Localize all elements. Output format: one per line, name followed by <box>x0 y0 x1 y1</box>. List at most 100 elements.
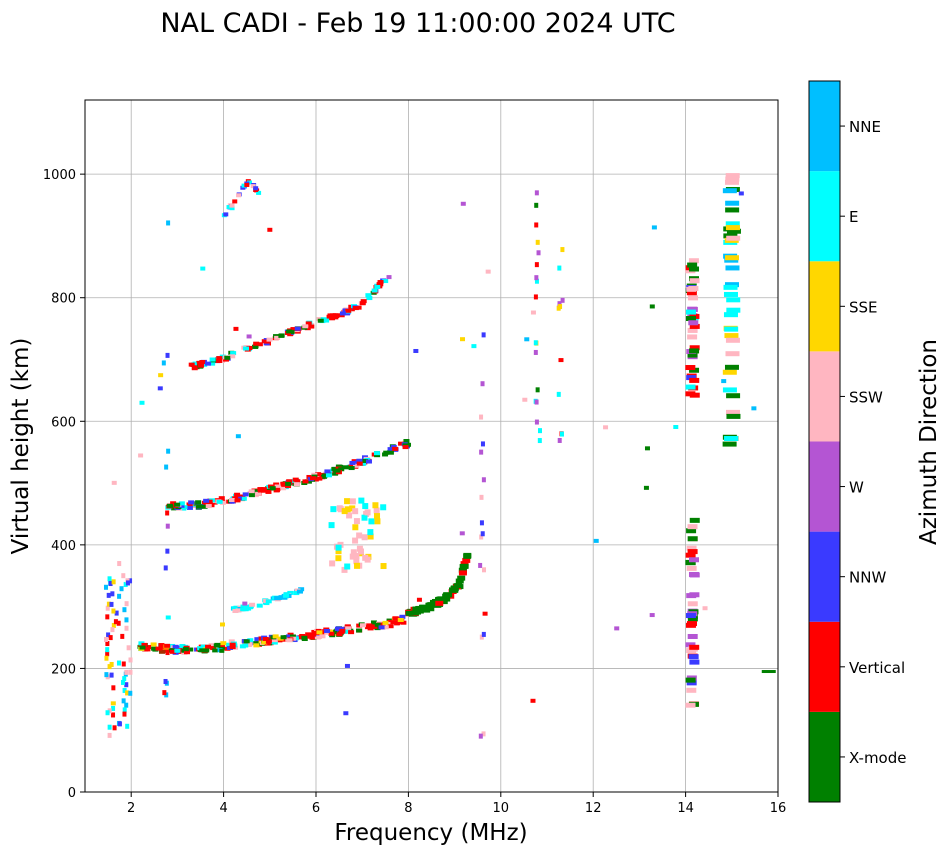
echo-point <box>378 625 385 630</box>
echo-point <box>722 441 737 447</box>
echo-point <box>435 600 444 606</box>
echo-point <box>116 660 121 666</box>
echo-point <box>228 639 235 644</box>
echo-point <box>725 409 740 415</box>
echo-point <box>726 307 741 313</box>
echo-point <box>166 503 173 508</box>
echo-point <box>459 564 468 570</box>
echo-point <box>243 346 250 351</box>
echo-point <box>248 493 255 498</box>
y-axis-label: Virtual height (km) <box>8 338 34 555</box>
echo-point <box>374 453 381 458</box>
colorbar-frame <box>808 80 841 803</box>
echo-point <box>387 450 394 455</box>
x-tick-label: 8 <box>404 801 412 816</box>
echo-point <box>688 654 699 660</box>
echo-point <box>164 643 171 648</box>
echo-point <box>186 505 193 510</box>
echo-point <box>362 503 369 510</box>
echo-point <box>557 265 562 271</box>
echo-point <box>479 449 484 455</box>
echo-point <box>250 184 256 189</box>
echo-point <box>229 354 236 359</box>
echo-point <box>209 357 216 362</box>
echo-point <box>377 280 384 285</box>
echo-point <box>254 637 261 642</box>
echo-point <box>392 616 399 621</box>
echo-point <box>107 576 112 582</box>
echo-point <box>685 613 696 619</box>
echo-point <box>229 645 236 650</box>
echo-point <box>722 387 737 393</box>
echo-point <box>343 711 349 716</box>
echo-point <box>459 531 465 536</box>
echo-point <box>725 351 740 357</box>
echo-point <box>158 643 165 648</box>
echo-point <box>225 642 232 647</box>
echo-point <box>444 592 453 598</box>
echo-point <box>316 630 323 635</box>
echo-point <box>218 645 225 650</box>
echo-point <box>558 358 564 363</box>
echo-point <box>535 239 540 245</box>
echo-point <box>350 549 357 556</box>
echo-point <box>337 506 344 513</box>
echo-point <box>234 492 241 497</box>
echo-point <box>382 620 389 625</box>
echo-point <box>324 628 331 633</box>
echo-point <box>673 424 679 429</box>
echo-point <box>205 644 212 649</box>
echo-point <box>413 348 419 353</box>
echo-point <box>309 635 316 640</box>
echo-point <box>262 636 269 641</box>
echo-point <box>338 626 345 631</box>
echo-point <box>556 391 561 397</box>
echo-point <box>112 725 117 731</box>
colorbar-segment <box>809 531 840 622</box>
echo-point <box>367 529 374 536</box>
echo-point <box>261 640 268 645</box>
echo-point <box>643 485 649 490</box>
echo-point <box>689 278 700 284</box>
echo-point <box>725 200 740 206</box>
echo-point <box>128 657 133 663</box>
echo-point <box>481 731 486 737</box>
echo-point <box>196 504 203 509</box>
x-tick-label: 10 <box>493 801 510 816</box>
echo-point <box>206 499 213 504</box>
echo-point <box>316 476 323 481</box>
echo-point <box>410 610 419 616</box>
echo-point <box>336 632 343 637</box>
echo-point <box>220 641 227 646</box>
echo-point <box>216 499 223 504</box>
colorbar-label: SSW <box>849 388 883 406</box>
echo-point <box>725 207 740 213</box>
echo-point <box>229 203 235 208</box>
echo-point <box>649 613 655 618</box>
echo-point <box>353 463 360 468</box>
echo-point <box>344 629 351 634</box>
echo-point <box>479 414 484 420</box>
echo-point <box>240 496 247 501</box>
echo-point <box>219 354 226 359</box>
echo-point <box>106 592 111 598</box>
echo-point <box>686 621 697 627</box>
echo-point <box>244 182 250 187</box>
echo-point <box>685 560 696 566</box>
x-tick-label: 14 <box>677 801 694 816</box>
echo-point <box>200 644 207 649</box>
echo-point <box>560 297 565 303</box>
echo-point <box>344 663 350 668</box>
echo-point <box>688 295 699 301</box>
echo-point <box>166 448 171 454</box>
echo-point <box>314 635 321 640</box>
echo-point <box>649 304 655 309</box>
echo-point <box>686 545 697 551</box>
echo-point <box>128 578 133 584</box>
echo-point <box>117 721 122 727</box>
echo-point <box>534 202 539 208</box>
echo-point <box>280 486 287 491</box>
echo-point <box>117 593 122 599</box>
echo-point <box>249 602 256 607</box>
echo-point <box>368 518 375 525</box>
